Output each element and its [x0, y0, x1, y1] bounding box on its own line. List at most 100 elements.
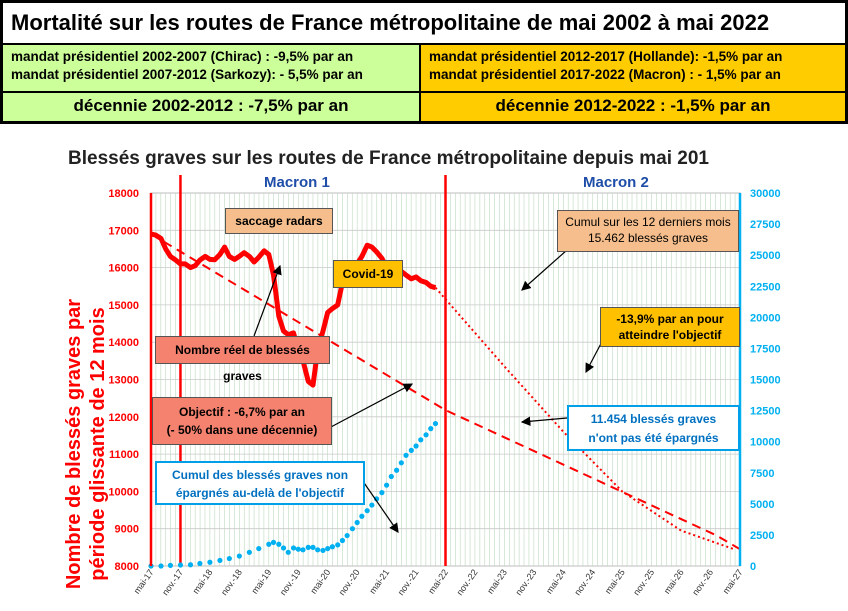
cumulative-point	[217, 557, 223, 564]
cumulative-point	[197, 560, 203, 567]
x-tick-label: mai-20	[308, 567, 332, 595]
y-tick-label: 17000	[108, 225, 139, 237]
cumulative-point	[418, 437, 424, 443]
cumulative-point	[270, 539, 277, 545]
y2-tick-label: 0	[750, 561, 756, 573]
x-tick-label: mai-26	[662, 567, 686, 595]
mandat-chirac: mandat présidentiel 2002-2007 (Chirac) :…	[11, 49, 354, 64]
x-tick-label: nov.-17	[160, 567, 185, 597]
mandat-hollande: mandat présidentiel 2012-2017 (Hollande)…	[429, 49, 783, 64]
annotation-epargnes-line2: n'ont pas été épargnés	[588, 431, 719, 445]
chart-area: Blessés graves sur les routes de France …	[63, 148, 781, 597]
cumulative-point	[349, 526, 356, 532]
decade-right: décennie 2012-2022 : -1,5% par an	[419, 91, 847, 123]
cumulative-point	[310, 544, 316, 550]
annotation-objectif: Objectif : -6,7% par an (- 50% dans une …	[152, 397, 332, 445]
annotation-taux-objectif: -13,9% par an pour atteindre l'objectif	[600, 307, 740, 347]
cumulative-point	[285, 549, 291, 555]
y-tick-label: 15000	[108, 300, 139, 312]
cumulative-point	[428, 426, 434, 432]
cumulative-point	[364, 508, 370, 514]
annotation-objectif-line2: (- 50% dans une décennie)	[166, 423, 318, 437]
y-tick-label: 11000	[109, 449, 139, 461]
y-tick-label: 14000	[108, 337, 139, 349]
cumulative-point	[403, 452, 409, 458]
series-objective-line	[150, 233, 741, 551]
arrow-to-actual-series	[253, 264, 282, 337]
cumulative-point	[408, 447, 414, 453]
cumulative-point	[300, 547, 306, 553]
x-tick-label: nov.-21	[396, 567, 421, 597]
cumulative-point	[432, 420, 439, 427]
cumulative-point	[335, 542, 341, 548]
y2-tick-label: 25000	[750, 250, 781, 262]
x-tick-label: nov.-18	[219, 567, 244, 597]
cumulative-point	[177, 562, 184, 568]
y2-tick-label: 17500	[750, 343, 781, 355]
series-required-rate-line	[434, 287, 735, 551]
cumulative-point	[315, 547, 321, 553]
cumulative-point	[167, 562, 174, 568]
annotation-objectif-line1: Objectif : -6,7% par an	[178, 405, 306, 419]
y2-tick-label: 2500	[750, 530, 774, 542]
x-tick-label: mai-27	[721, 567, 745, 595]
arrow-to-cumulative-dots	[359, 476, 399, 533]
x-tick-label: mai-21	[367, 567, 391, 595]
y-tick-label: 10000	[108, 486, 139, 498]
y2-tick-label: 10000	[750, 437, 781, 449]
cumulative-point	[236, 553, 242, 559]
arrow-to-latest-cumulative	[520, 416, 568, 427]
mandat-right: mandat présidentiel 2012-2017 (Hollande)…	[419, 43, 847, 93]
x-tick-label: nov.-23	[513, 567, 538, 597]
annotation-cumul-line1: Cumul sur les 12 derniers mois	[565, 215, 731, 229]
cumulative-point	[266, 541, 272, 547]
x-tick-label: nov.-22	[455, 567, 480, 597]
arrow-to-objective-line	[328, 383, 414, 429]
mandat-left: mandat présidentiel 2002-2007 (Chirac) :…	[1, 43, 421, 93]
x-tick-label: nov.-26	[690, 567, 715, 597]
x-tick-label: mai-22	[426, 567, 450, 595]
cumulative-point	[359, 513, 365, 519]
header-title: Mortalité sur les routes de France métro…	[1, 1, 847, 45]
cumulative-point	[290, 545, 297, 551]
x-tick-label: mai-23	[485, 567, 509, 595]
mandat-macron: mandat présidentiel 2017-2022 (Macron) :…	[429, 67, 781, 82]
annotation-epargnes-line1: 11.454 blessés graves	[590, 412, 717, 426]
cumulative-point	[280, 545, 287, 551]
cumulative-point	[226, 555, 232, 562]
y-tick-label: 12000	[108, 412, 139, 424]
x-tick-label: nov.-20	[337, 567, 362, 597]
cumulative-point	[354, 519, 360, 526]
y-tick-label: 8000	[115, 561, 139, 573]
y2-tick-label: 7500	[750, 468, 774, 480]
cumulative-point	[325, 545, 331, 552]
period-label-macron2: Macron 2	[583, 174, 649, 191]
annotation-cumul-non-epargnes: Cumul des blessés graves non épargnés au…	[155, 461, 365, 505]
cumulative-point	[295, 546, 301, 552]
annotation-taux-line1: -13,9% par an pour	[616, 312, 724, 326]
x-tick-label: nov.-25	[631, 567, 656, 597]
y-tick-label: 18000	[108, 188, 139, 200]
y-tick-label: 16000	[108, 263, 139, 275]
cumulative-point	[339, 537, 346, 544]
chart-title: Blessés graves sur les routes de France …	[68, 148, 709, 169]
cumulative-point	[344, 532, 350, 539]
cumulative-point	[394, 467, 400, 473]
x-tick-label: mai-18	[191, 567, 215, 595]
cumulative-point	[388, 473, 394, 480]
cumulative-point	[276, 541, 282, 547]
y2-tick-label: 22500	[750, 281, 781, 293]
x-tick-label: mai-24	[544, 567, 568, 595]
x-tick-label: nov.-19	[278, 567, 303, 597]
cumulative-point	[158, 563, 164, 569]
y-axis-label-line2: période glissante de 12 mois	[87, 307, 109, 580]
annotation-non-epargnes: 11.454 blessés graves n'ont pas été épar…	[567, 405, 740, 451]
y2-tick-label: 15000	[750, 375, 781, 387]
cumulative-point	[423, 432, 429, 438]
cumulative-point	[256, 545, 262, 552]
cumulative-point	[207, 559, 213, 565]
annotation-nombre-reel: Nombre réel de blessés graves	[155, 336, 330, 383]
y2-tick-label: 27500	[750, 219, 781, 231]
x-tick-label: mai-19	[249, 567, 273, 595]
cumulative-point	[187, 562, 194, 568]
